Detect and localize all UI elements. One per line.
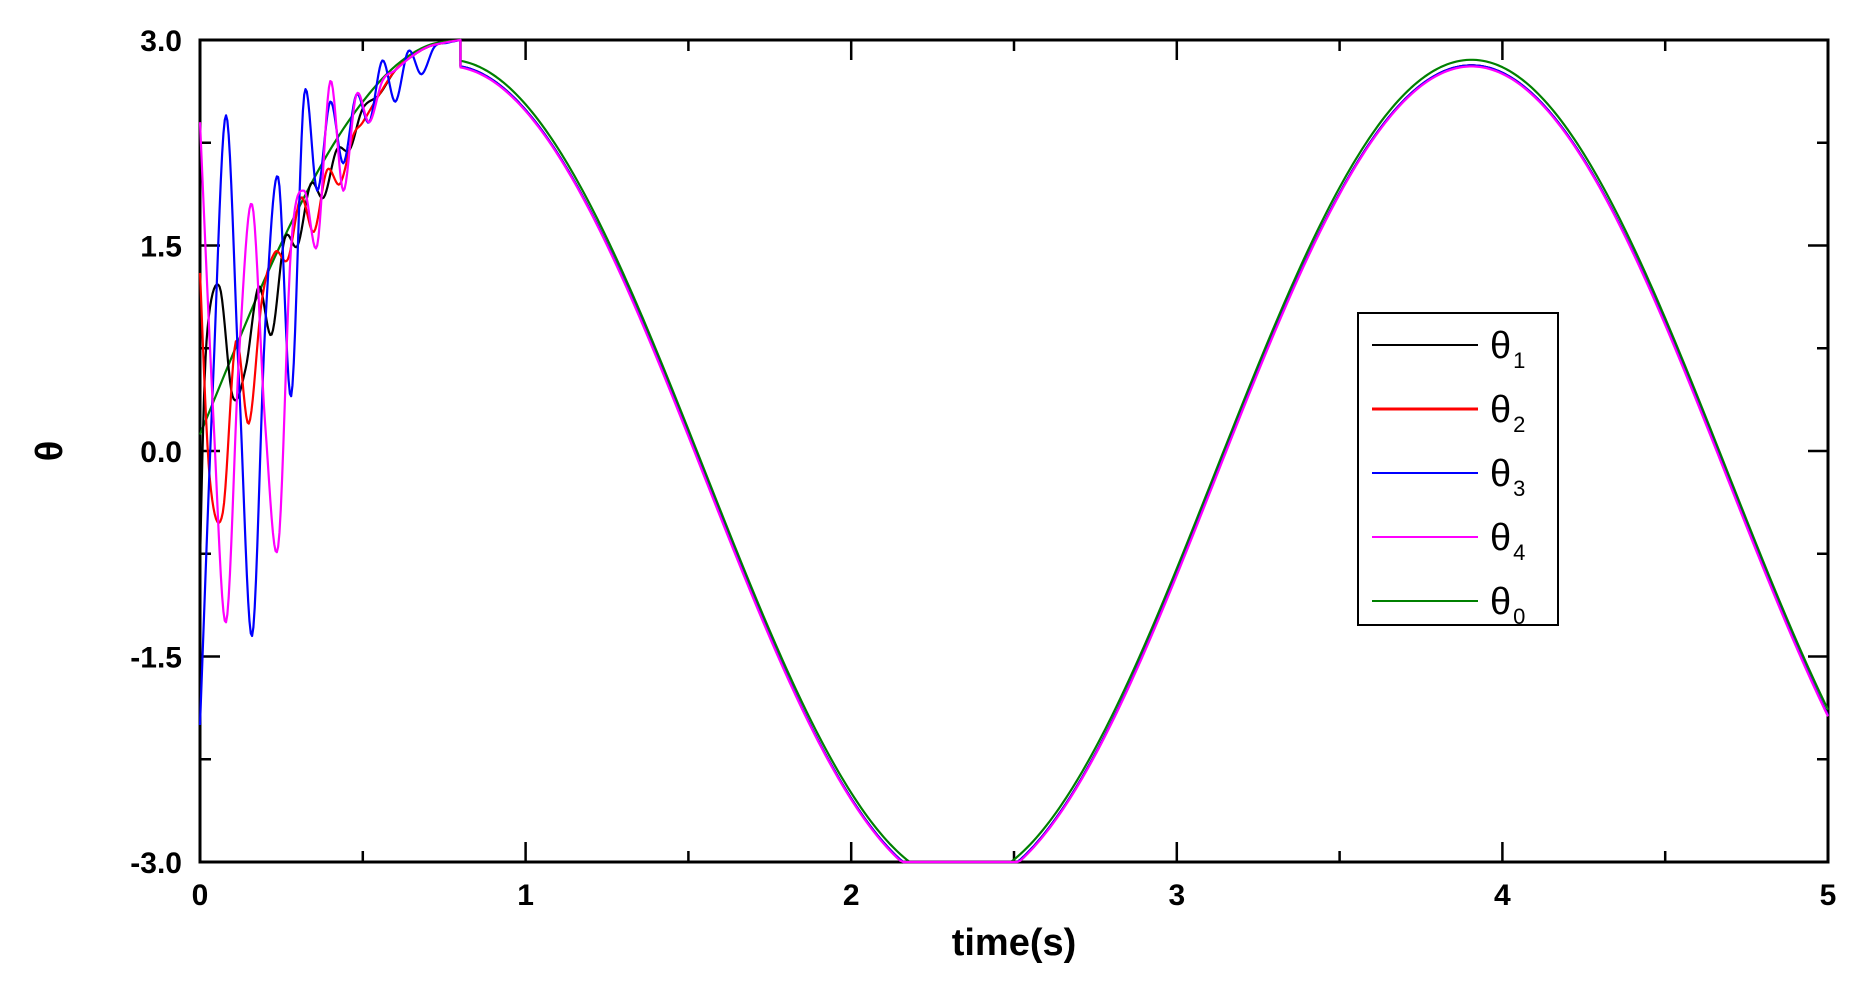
legend-box [1357, 312, 1559, 626]
y-tick-label: -3.0 [130, 847, 182, 880]
x-axis-title: time(s) [952, 922, 1077, 964]
y-tick-label: -1.5 [130, 642, 182, 675]
series-line-theta-0 [198, 38, 1829, 864]
axis-ticks [198, 38, 1830, 864]
y-axis-title: θ [29, 441, 71, 462]
plot-area [198, 38, 1830, 864]
y-tick-label: 1.5 [140, 231, 182, 264]
series-lines [198, 38, 1829, 864]
y-tick-label: 0.0 [140, 436, 182, 469]
x-tick-label: 4 [1494, 879, 1511, 912]
y-tick-label: 3.0 [140, 25, 182, 58]
x-tick-label: 5 [1820, 879, 1837, 912]
legend-subscript: 4 [1513, 540, 1525, 565]
legend-subscript: 1 [1513, 348, 1525, 373]
axis-tick-labels: 0 1 2 3 4 5 3.0 1.5 0.0 -1.5 -3.0 [130, 25, 1836, 912]
x-tick-label: 1 [517, 879, 534, 912]
legend-subscript: 2 [1513, 412, 1525, 437]
x-tick-label: 0 [192, 879, 209, 912]
x-tick-label: 3 [1168, 879, 1185, 912]
legend-subscript: 0 [1513, 604, 1525, 629]
series-line-theta-4 [198, 38, 1829, 864]
legend-subscript: 3 [1513, 476, 1525, 501]
x-tick-label: 2 [843, 879, 860, 912]
